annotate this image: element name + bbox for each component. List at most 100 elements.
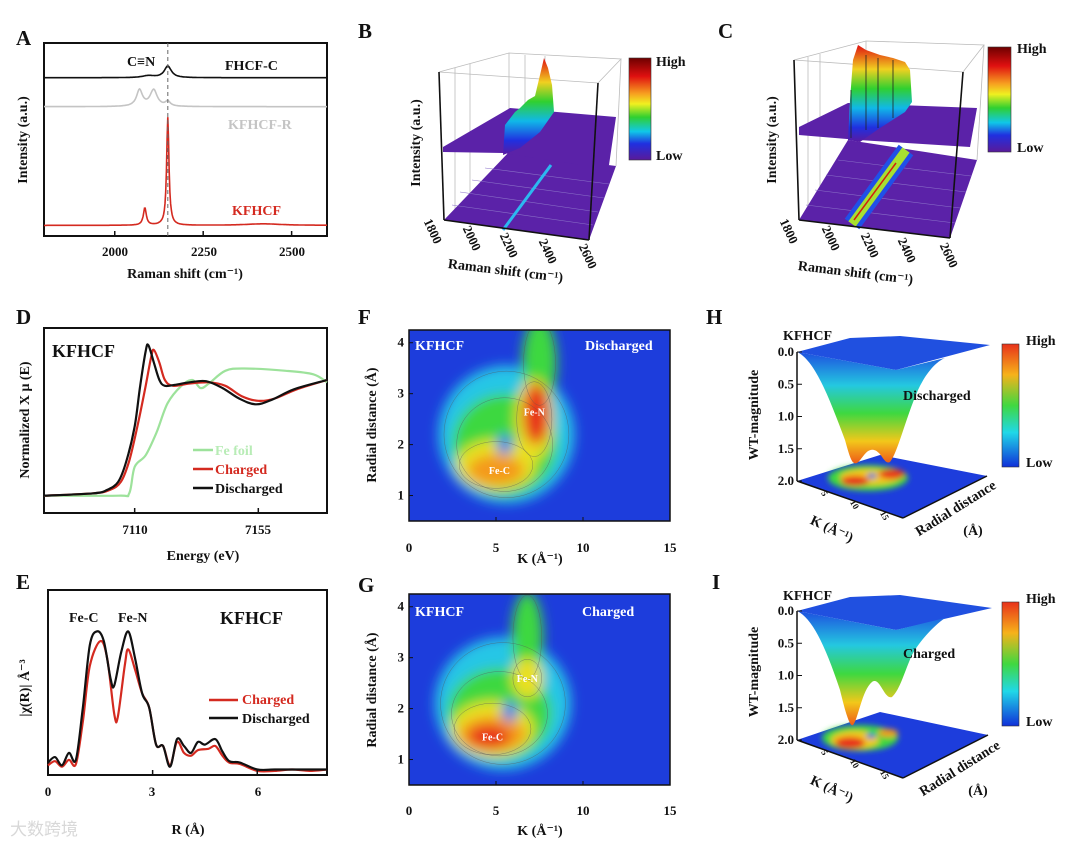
surface-waterfall — [799, 103, 977, 147]
x-tick-label: 5 — [493, 540, 500, 555]
x-tick-label: 10 — [577, 803, 590, 818]
state-label: Charged — [903, 647, 955, 662]
floor-heatmap — [444, 152, 616, 240]
y-axis-label: Normalized X μ (E) — [18, 361, 33, 479]
x-tick-label: 2200 — [858, 230, 883, 260]
y-tick-label: 4 — [398, 335, 405, 350]
surface-top-plane — [797, 595, 992, 630]
y-tick-label: 3 — [398, 386, 405, 401]
x-tick-label: 6 — [255, 784, 262, 799]
state-label: Discharged — [903, 389, 971, 404]
series-line-discharged — [43, 343, 328, 497]
panel-letter-e: E — [16, 570, 30, 594]
plot-title: KFHCF — [415, 339, 464, 354]
3d-box-front-axes — [438, 71, 599, 241]
panel-letter-f: F — [358, 305, 371, 329]
surface-funnel — [797, 352, 945, 464]
x-tick-label: 10 — [577, 540, 590, 555]
x-tick-label: 1800 — [421, 216, 446, 246]
x-tick-label: 2400 — [895, 235, 920, 265]
y-axis-label: |χ(R)| Å⁻³ — [17, 659, 33, 716]
panel-letter-b: B — [358, 19, 372, 43]
panel-e-exafs: Fe-C Fe-N KFHCF Charged Discharged 0 3 6… — [17, 589, 328, 838]
x-axis-label: Energy (eV) — [167, 549, 240, 564]
heatmap-feature-level-0 — [496, 434, 513, 455]
x-tick-label: 7155 — [245, 522, 272, 537]
panel-letter-d: D — [16, 305, 31, 329]
z-tick-label: 0.5 — [778, 376, 795, 391]
annotation-fe-n: Fe-N — [524, 407, 546, 418]
colorbar-high-label: High — [1026, 334, 1056, 349]
z-tick-label: 1.5 — [778, 700, 795, 715]
surface-peak-block — [848, 45, 912, 142]
panel-letter-h: H — [706, 305, 722, 329]
colorbar — [1001, 601, 1020, 727]
panel-letter-i: I — [712, 570, 720, 594]
x-tick-label: 2250 — [191, 244, 217, 259]
heatmap-feature-level-0 — [502, 700, 518, 722]
floor-peak-band — [501, 164, 553, 231]
contour-line — [456, 397, 553, 492]
surface-top-plane — [797, 336, 990, 370]
z-tick-label: 0.0 — [778, 344, 794, 359]
annotation-fe-c: Fe-C — [69, 611, 99, 626]
y-tick-label: 2 — [398, 701, 405, 716]
x-tick-label: 3 — [149, 784, 156, 799]
heatmap-feature-level-4 — [468, 454, 524, 486]
x-axis-label: K (Å⁻¹) — [517, 551, 563, 567]
series-line-fe-foil — [43, 367, 328, 498]
contour-line — [516, 381, 553, 457]
x-tick-label: 0 — [406, 803, 413, 818]
z-tick-label: 1.0 — [778, 668, 794, 683]
colorbar-high-label: High — [1017, 42, 1047, 57]
x-axis-label: Raman shift (cm⁻¹) — [127, 267, 243, 282]
floor-peak-band-core — [853, 162, 897, 221]
k-axis-label: K (Å⁻¹) — [808, 773, 856, 807]
y-tick-label: 4 — [398, 599, 405, 614]
series-line-charged — [43, 348, 328, 497]
heatmap-layers — [435, 594, 571, 770]
legend-label-charged: Charged — [242, 693, 294, 708]
z-axis-label: Intensity (a.u.) — [765, 96, 780, 184]
plot-frame — [408, 329, 671, 522]
series-line-kfhcf — [44, 117, 327, 227]
z-axis-label: Intensity (a.u.) — [409, 99, 424, 187]
panel-g-wavelet-heatmap: KFHCF Charged Fe-N Fe-C 0 5 10 15 1 2 3 4 K (Å⁻¹)… — [364, 593, 677, 839]
watermark: 大数跨境 — [10, 820, 78, 840]
z-tick-label: 0.0 — [778, 603, 794, 618]
z-tick-label: 1.5 — [778, 441, 795, 456]
panel-b-3d-raman: High Low Intensity (a.u.) 1800 2000 2200 24… — [409, 52, 686, 286]
3d-box-front-axes — [793, 59, 964, 239]
y-axis-label: Radial distance (Å) — [364, 367, 380, 482]
legend-label-kfhcf: KFHCF — [232, 204, 281, 219]
x-axis-label: K (Å⁻¹) — [517, 823, 563, 839]
x-axis-label: R (Å) — [171, 822, 204, 838]
contour-line — [451, 671, 548, 757]
r-axis — [902, 734, 989, 779]
annotation-cn: C≡N — [127, 55, 155, 70]
x-tick-label: 2500 — [279, 244, 305, 259]
colorbar — [1001, 343, 1020, 468]
z-tick-label: 2.0 — [778, 732, 794, 747]
plot-title: KFHCF — [220, 608, 283, 628]
contour-line — [440, 642, 566, 765]
colorbar — [987, 46, 1012, 153]
y-tick-label: 1 — [398, 752, 405, 767]
x-tick-label: 5 — [493, 803, 500, 818]
legend-label-fe-foil: Fe foil — [215, 444, 253, 459]
plot-title: KFHCF — [783, 329, 832, 344]
x-tick-label: 2200 — [497, 230, 522, 260]
legend-label-fhcf-c: FHCF-C — [225, 59, 278, 74]
k-axis-label: K (Å⁻¹) — [808, 513, 856, 547]
contour-line — [512, 659, 542, 698]
heatmap-feature-level-5 — [468, 725, 510, 748]
y-tick-label: 1 — [398, 488, 405, 503]
colorbar-low-label: Low — [656, 149, 683, 164]
plot-title: KFHCF — [783, 589, 832, 604]
panel-letter-c: C — [718, 19, 733, 43]
x-tick-label: 0 — [45, 784, 52, 799]
z-tick-label: 1.0 — [778, 409, 794, 424]
legend-label-kfhcf-r: KFHCF-R — [228, 118, 293, 133]
heatmap-feature-level-5 — [522, 383, 550, 445]
